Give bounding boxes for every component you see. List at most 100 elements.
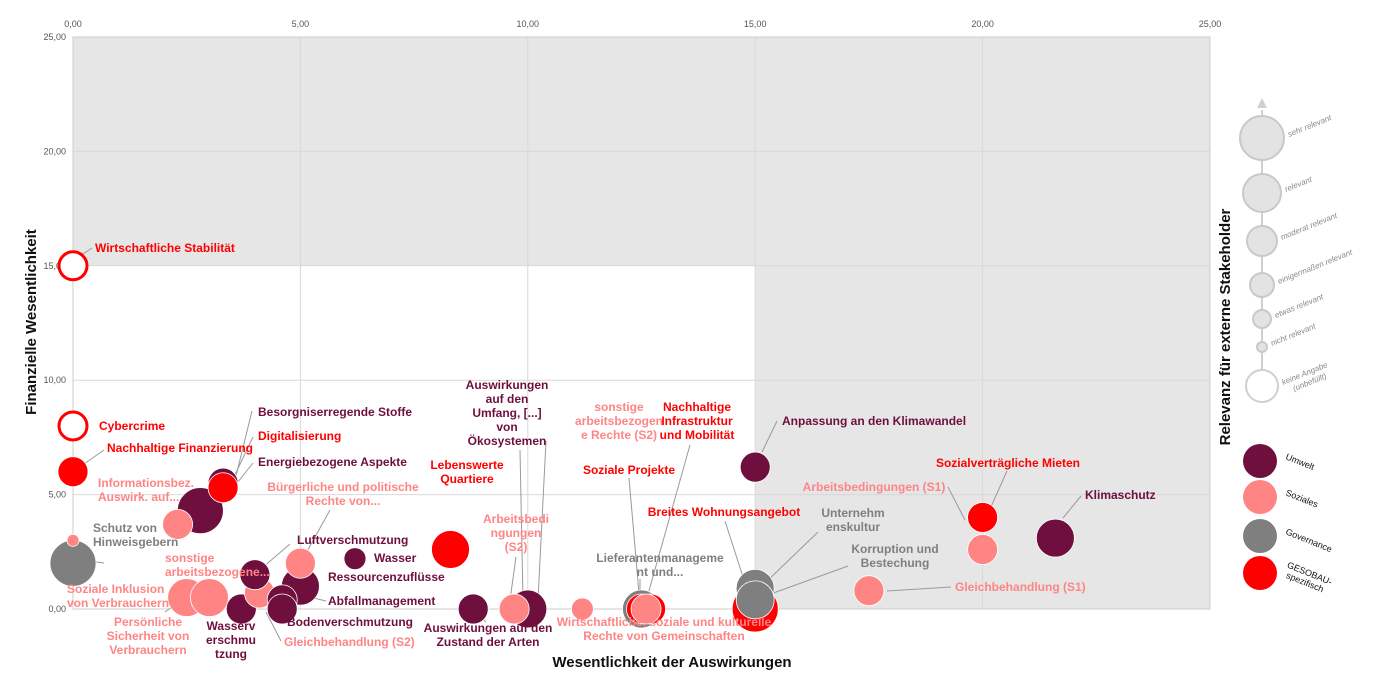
data-point-label: sonstige arbeitsbezogene... xyxy=(165,551,270,579)
data-point-label-line: Luftverschmutzung xyxy=(297,533,408,547)
category-legend-label: Soziales xyxy=(1284,488,1320,510)
data-point-label: Auswirkungen auf den Zustand der Arten xyxy=(424,621,553,649)
y-tick-label: 25,00 xyxy=(43,32,66,42)
data-point-bubble xyxy=(739,451,771,483)
data-point-label-line: Auswirkungen auf den xyxy=(424,621,553,635)
data-point-label: Auswirkungen auf den Umfang, [...] von Ökosy… xyxy=(466,378,549,448)
size-legend-label: sehr relevant xyxy=(1286,113,1333,139)
data-point-label: Lieferantenmanageme nt und... xyxy=(596,551,724,579)
x-tick-label: 15,00 xyxy=(744,19,767,29)
data-point-bubble xyxy=(49,539,97,587)
data-point-label-line: e Rechte (S2) xyxy=(581,428,657,442)
leader-line xyxy=(989,470,1008,510)
data-point-label: Luftverschmutzung xyxy=(297,533,408,547)
data-point-label: Wasserv erschmu tzung xyxy=(206,619,256,661)
data-point-label-line: Cybercrime xyxy=(99,419,165,433)
leader-line xyxy=(261,543,291,569)
x-tick-label: 0,00 xyxy=(64,19,82,29)
data-point-label: sonstige arbeitsbezogen e Rechte (S2) xyxy=(575,400,663,442)
data-point-label: Wirtschaftliche, soziale und kulturelle R… xyxy=(557,615,772,643)
size-legend-label: relevant xyxy=(1283,175,1313,194)
data-point-label-line: Breites Wohnungsangebot xyxy=(648,505,800,519)
leader-line xyxy=(304,509,331,556)
data-point-label: Ressourcenzuflüsse xyxy=(328,570,445,584)
size-legend-label: nicht relevant xyxy=(1269,321,1317,347)
leader-line xyxy=(265,611,282,642)
data-point-label: Persönliche Sicherheit von Verbrauchern xyxy=(107,615,190,657)
data-point-bubble xyxy=(57,250,89,282)
category-legend-label: Umwelt xyxy=(1284,452,1316,473)
category-legend-label: GESOBAU-spezifisch xyxy=(1282,560,1334,596)
size-legend-label: etwas relevant xyxy=(1273,292,1325,320)
data-point-bubble xyxy=(853,575,885,607)
data-point-label: Informationsbez. Auswirk. auf... xyxy=(98,476,194,504)
data-point-label-line: Auswirk. auf... xyxy=(98,490,179,504)
data-point-bubble xyxy=(239,559,271,591)
gridlines xyxy=(72,36,1211,610)
x-tick-label: 20,00 xyxy=(971,19,994,29)
data-point-label-line: und Mobilität xyxy=(660,428,735,442)
data-point-label: Bürgerliche und politische Rechte von... xyxy=(267,480,419,508)
leader-line xyxy=(537,440,547,601)
data-point-label-line: Sicherheit von xyxy=(107,629,190,643)
data-point-bubble xyxy=(162,508,194,540)
data-points xyxy=(49,250,1075,633)
data-point-label-line: Soziale Inklusion xyxy=(67,582,164,596)
size-legend-label: einigermaßen relevant xyxy=(1276,247,1354,285)
data-point-label-line: Schutz von xyxy=(93,521,157,535)
data-point-label: Wirtschaftliche Stabilität xyxy=(95,241,235,255)
category-legend-swatch xyxy=(1243,480,1277,514)
data-point-label-line: Sozialverträgliche Mieten xyxy=(936,456,1080,470)
y-tick-label: 0,00 xyxy=(48,604,66,614)
data-point-label-line: enskultur xyxy=(826,520,880,534)
data-point-label-line: Energiebezogene Aspekte xyxy=(258,455,407,469)
data-point-label-line: Soziale Projekte xyxy=(583,463,675,477)
data-point-bubble xyxy=(190,578,229,617)
size-legend-bubble xyxy=(1256,341,1268,353)
data-point-label-line: ngungen xyxy=(491,526,542,540)
size-legend-bubble xyxy=(1252,309,1272,329)
size-legend-title: Relevanz für externe Stakeholder xyxy=(1217,208,1234,445)
leader-line xyxy=(763,531,819,585)
data-point-label-line: Wirtschaftliche Stabilität xyxy=(95,241,235,255)
data-point-label: Abfallmanagement xyxy=(328,594,435,608)
data-point-label-line: Wirtschaftliche, soziale und kulturelle xyxy=(557,615,772,629)
size-legend-bubble xyxy=(1242,173,1282,213)
data-point-label: Gleichbehandlung (S2) xyxy=(284,635,415,649)
data-point-label-line: arbeitsbezogene... xyxy=(165,565,270,579)
data-point-bubble xyxy=(284,547,316,579)
data-point-label-line: Gleichbehandlung (S2) xyxy=(284,635,415,649)
x-tick-label: 25,00 xyxy=(1199,19,1222,29)
data-point-label-line: Arbeitsbedi xyxy=(483,512,549,526)
data-point-bubble xyxy=(343,547,367,571)
data-point-bubble xyxy=(266,593,298,625)
point-labels: Wirtschaftliche Stabilität Cybercrime Nach… xyxy=(67,241,1156,661)
shaded-regions xyxy=(73,37,1210,609)
x-axis-title: Wesentlichkeit der Auswirkungen xyxy=(552,654,791,671)
data-point-label-line: tzung xyxy=(215,647,247,661)
data-point-label: Cybercrime xyxy=(99,419,165,433)
data-point-label-line: Umfang, [...] xyxy=(472,406,541,420)
data-point-label-line: Unternehm xyxy=(821,506,884,520)
leader-line xyxy=(83,449,105,465)
y-tick-label: 10,00 xyxy=(43,375,66,385)
data-point-bubble xyxy=(57,410,89,442)
data-point-label-line: sonstige xyxy=(165,551,215,565)
data-point-label-line: (S2) xyxy=(505,540,528,554)
data-point-label: Bodenverschmutzung xyxy=(287,615,413,629)
data-point-label-line: von Verbrauchern xyxy=(67,596,169,610)
data-point-label: Arbeitsbedingungen (S1) xyxy=(803,480,946,494)
data-point-label-line: Bestechung xyxy=(861,556,930,570)
data-point-bubble xyxy=(1035,518,1075,558)
data-point-label-line: Anpassung an den Klimawandel xyxy=(782,414,966,428)
size-legend-bubble xyxy=(1246,225,1278,257)
y-tick-label: 5,00 xyxy=(48,490,66,500)
data-point-label-line: Verbrauchern xyxy=(109,643,186,657)
leader-line xyxy=(886,586,952,592)
data-point-label-line: Lebenswerte xyxy=(430,458,504,472)
data-point-label-line: sonstige xyxy=(594,400,644,414)
data-point-label-line: auf den xyxy=(486,392,529,406)
data-point-bubble xyxy=(57,456,89,488)
data-point-label-line: Arbeitsbedingungen (S1) xyxy=(803,480,946,494)
category-legend-swatch xyxy=(1243,519,1277,553)
